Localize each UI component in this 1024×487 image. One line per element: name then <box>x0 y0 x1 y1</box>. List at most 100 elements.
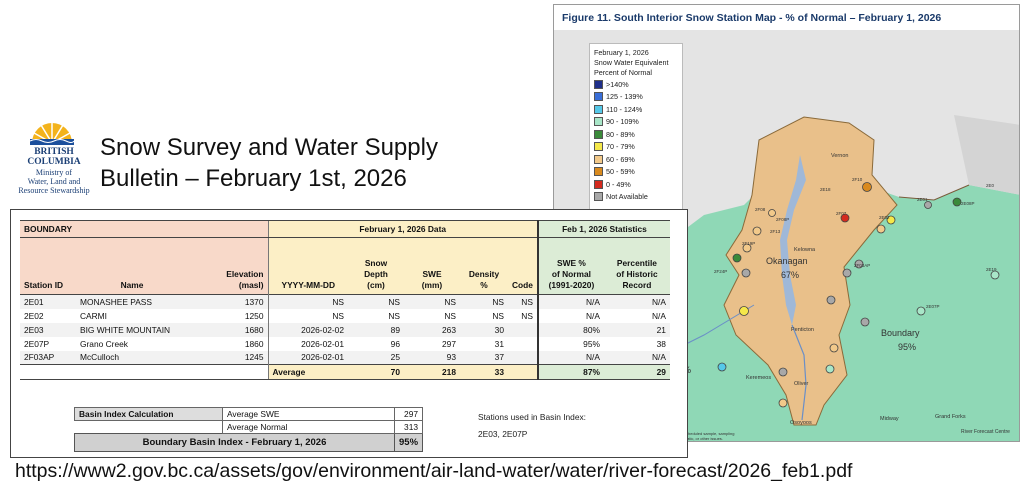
data-group-header: February 1, 2026 Data <box>267 220 538 238</box>
col-code: Code <box>508 237 538 295</box>
map-title: Figure 11. South Interior Snow Station M… <box>562 12 942 24</box>
table-row: 2F03AP McCulloch 1245 2026-02-01 25 93 37 N/A N/… <box>20 350 670 365</box>
station-dot <box>916 306 926 316</box>
legend-label: 80 - 89% <box>606 129 635 139</box>
basin-index-value: 95% <box>393 433 424 452</box>
cell-name: BIG WHITE MOUNTAIN <box>80 324 171 335</box>
cell-swe-percent: N/A <box>536 350 604 365</box>
cell-swe-percent: N/A <box>536 308 604 323</box>
basin-index-title: Basin Index Calculation <box>74 407 223 421</box>
cell-percentile: 38 <box>656 338 666 349</box>
cell-percentile: 21 <box>656 324 666 335</box>
cell-station-id: 2E03 <box>24 324 44 335</box>
cell-swe: NS <box>444 310 456 321</box>
station-dot <box>778 398 788 408</box>
svg-text:2F08P: 2F08P <box>776 217 789 222</box>
slide-title-line-2: Bulletin – February 1st, 2026 <box>100 165 407 192</box>
cell-density: NS <box>492 310 504 321</box>
col-station-id: Station ID <box>20 237 76 295</box>
svg-text:2E02: 2E02 <box>879 215 890 220</box>
table-row: 2E07P Grano Creek 1860 2026-02-01 96 297 31 95%… <box>20 336 670 351</box>
sun-emblem-icon <box>29 122 75 145</box>
legend-swatch <box>594 129 603 139</box>
col-elevation: Elevation (masl) <box>188 237 268 295</box>
source-url[interactable]: https://www2.gov.bc.ca/assets/gov/enviro… <box>15 460 853 482</box>
cell-percentile: N/A <box>651 310 666 321</box>
legend-label: 0 - 49% <box>606 179 631 189</box>
station-dot <box>990 270 1000 280</box>
cell-code <box>508 351 538 365</box>
col-percentile: Percentile of Historic Record <box>603 237 670 295</box>
legend-swatch <box>594 142 603 152</box>
map-legend: February 1, 2026 Snow Water Equivalent P… <box>589 43 683 211</box>
cell-density: 37 <box>494 352 504 363</box>
place-grand-forks: Grand Forks <box>935 414 966 420</box>
legend-item: 70 - 79% <box>594 141 678 154</box>
legend-swatch <box>594 79 603 89</box>
legend-item: 50 - 59% <box>594 166 678 179</box>
average-label: Average <box>267 364 348 380</box>
logo-text-water-land: Water, Land and <box>27 177 81 186</box>
legend-swatch <box>594 92 603 102</box>
avg-swe-value: 297 <box>393 407 424 421</box>
logo-text-stewardship: Resource Stewardship <box>18 186 90 195</box>
slide-title: Snow Survey and Water Supply Bulletin – … <box>100 132 438 194</box>
boundary-data-panel: BOUNDARY February 1, 2026 Data Feb 1, 20… <box>10 209 688 458</box>
station-dot <box>876 224 886 234</box>
cell-name: CARMI <box>80 310 107 321</box>
legend-item: 80 - 89% <box>594 128 678 141</box>
average-swe-percent: 87% <box>536 364 604 380</box>
svg-text:2E18: 2E18 <box>820 187 831 192</box>
station-dot <box>732 253 742 263</box>
station-dot <box>886 215 896 225</box>
cell-swe: NS <box>444 296 456 307</box>
table-row: 2E03 BIG WHITE MOUNTAIN 1680 2026-02-02 89 26… <box>20 322 670 337</box>
cell-swe: 263 <box>442 324 456 335</box>
place-penticton: Penticton <box>791 327 814 333</box>
cell-date: 2026-02-01 <box>267 336 348 351</box>
place-keremeos: Keremeos <box>746 375 771 381</box>
cell-depth: NS <box>388 296 400 307</box>
cell-date: NS <box>267 294 348 309</box>
average-depth: 70 <box>348 364 404 380</box>
cell-elevation: 1680 <box>244 324 264 335</box>
col-swe-percent-normal: SWE % of Normal (1991-2020) <box>536 237 604 295</box>
cell-date: NS <box>267 308 348 323</box>
station-dot <box>739 306 749 316</box>
legend-item: 110 - 124% <box>594 103 678 116</box>
legend-date: February 1, 2026 <box>594 48 649 57</box>
cell-station-id: 2F03AP <box>24 352 55 363</box>
cell-name: Grano Creek <box>80 338 128 349</box>
basin-name-header: BOUNDARY <box>20 220 268 238</box>
basin-index-label: Boundary Basin Index - February 1, 2026 <box>74 433 395 452</box>
svg-text:2E07P: 2E07P <box>926 304 940 309</box>
legend-metric: Snow Water Equivalent <box>594 58 669 67</box>
cell-code: NS <box>521 310 533 321</box>
basin-label-boundary: Boundary <box>881 328 920 338</box>
stations-value: 2E03, 2E07P <box>478 429 528 439</box>
cell-station-id: 2E07P <box>24 338 50 349</box>
col-swe: SWE (mm) <box>404 237 460 295</box>
station-dot <box>860 317 870 327</box>
place-kelowna: Kelowna <box>794 247 816 253</box>
legend-swatch <box>594 179 603 189</box>
legend-swatch <box>594 192 603 202</box>
station-dot <box>854 259 864 269</box>
cell-depth: 25 <box>390 352 400 363</box>
snow-data-table: BOUNDARY February 1, 2026 Data Feb 1, 20… <box>20 220 670 380</box>
cell-name: McCulloch <box>80 352 120 363</box>
average-density: 33 <box>460 364 508 380</box>
map-footnote-1: scheduled sample, sampling <box>684 431 734 436</box>
average-swe: 218 <box>404 364 460 380</box>
logo-text-columbia: COLUMBIA <box>27 157 81 167</box>
cell-date: 2026-02-02 <box>267 322 348 337</box>
cell-code <box>508 337 538 351</box>
legend-item: 0 - 49% <box>594 178 678 191</box>
legend-item: Not Available <box>594 191 678 204</box>
legend-item: >140% <box>594 78 678 91</box>
basin-index-table: Basin Index Calculation Average SWE 297 … <box>74 407 424 452</box>
stats-group-header: Feb 1, 2026 Statistics <box>536 220 670 238</box>
cell-percentile: N/A <box>651 296 666 307</box>
svg-text:2F07: 2F07 <box>836 211 847 216</box>
legend-label: 70 - 79% <box>606 142 635 152</box>
